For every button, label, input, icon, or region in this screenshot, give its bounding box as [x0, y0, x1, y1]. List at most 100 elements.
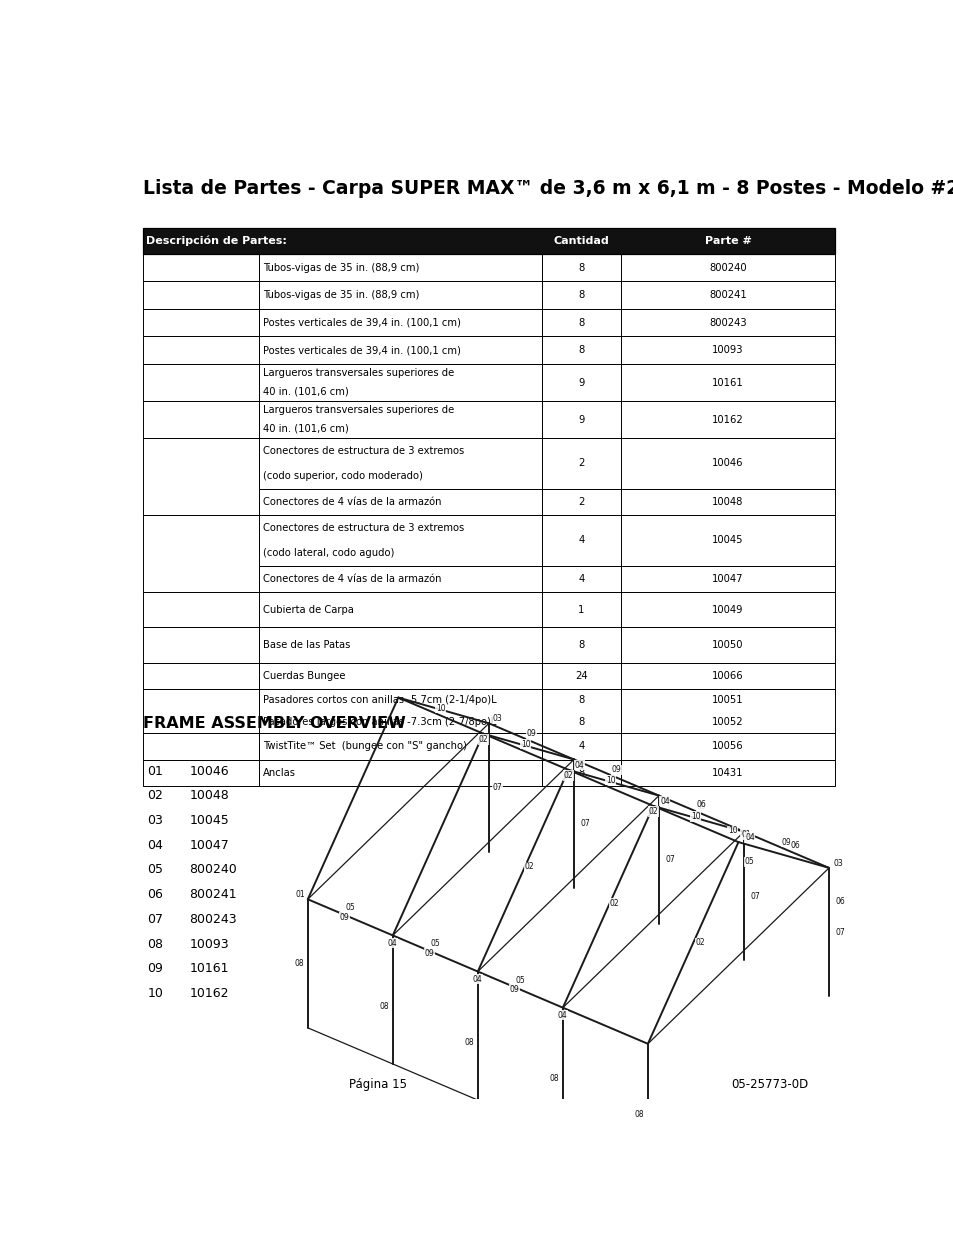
Text: Cantidad: Cantidad	[553, 236, 609, 246]
Text: 07: 07	[664, 856, 674, 864]
Text: 04: 04	[473, 974, 482, 983]
Bar	[143, 734, 259, 760]
Text: 10056: 10056	[712, 741, 743, 751]
Text: 40 in. (101,6 cm): 40 in. (101,6 cm)	[263, 387, 348, 396]
Text: 01: 01	[147, 764, 163, 778]
Text: 08: 08	[147, 937, 163, 951]
Bar	[143, 364, 259, 401]
Text: 10047: 10047	[712, 574, 743, 584]
Bar	[259, 282, 541, 309]
Bar	[541, 401, 620, 438]
Text: 10048: 10048	[190, 789, 229, 803]
Text: 09: 09	[781, 837, 791, 847]
Text: 10051: 10051	[712, 695, 743, 705]
Text: 24: 24	[575, 671, 587, 680]
Bar	[259, 336, 541, 364]
Bar	[620, 627, 834, 663]
Text: Descripción de Partes:: Descripción de Partes:	[146, 236, 287, 246]
Text: 10045: 10045	[190, 814, 229, 827]
Text: Tubos-vigas de 35 in. (88,9 cm): Tubos-vigas de 35 in. (88,9 cm)	[263, 290, 418, 300]
Bar	[259, 593, 541, 627]
Bar	[620, 364, 834, 401]
Text: 10048: 10048	[712, 496, 743, 506]
Text: 08: 08	[378, 1002, 388, 1010]
Bar	[541, 489, 620, 515]
Text: Anclas: Anclas	[263, 768, 295, 778]
Text: 10162: 10162	[711, 415, 743, 425]
Text: 02: 02	[609, 899, 618, 908]
Text: (codo superior, codo moderado): (codo superior, codo moderado)	[263, 471, 422, 482]
Bar	[541, 309, 620, 336]
Text: Lista de Partes - Carpa SUPER MAX™ de 3,6 m x 6,1 m - 8 Postes - Modelo #25773: Lista de Partes - Carpa SUPER MAX™ de 3,…	[143, 179, 953, 198]
Text: 02: 02	[563, 771, 573, 781]
Bar	[541, 663, 620, 689]
Bar	[620, 760, 834, 787]
Text: 8: 8	[578, 263, 584, 273]
Text: 09: 09	[147, 962, 163, 976]
Text: 03: 03	[493, 714, 502, 722]
Text: 07: 07	[493, 783, 502, 792]
Text: 09: 09	[509, 986, 518, 994]
Text: 10161: 10161	[711, 378, 743, 388]
Text: 4: 4	[578, 741, 584, 751]
Text: 800241: 800241	[708, 290, 746, 300]
Text: 05-25773-0D: 05-25773-0D	[731, 1078, 807, 1092]
Text: 08: 08	[549, 1074, 558, 1083]
Bar	[620, 689, 834, 734]
Bar	[541, 689, 620, 734]
Text: 10093: 10093	[712, 346, 743, 356]
Text: Cubierta de Carpa: Cubierta de Carpa	[263, 605, 354, 615]
Text: Cuerdas Bungee: Cuerdas Bungee	[263, 671, 345, 680]
Bar	[143, 401, 259, 438]
Text: 10045: 10045	[712, 536, 743, 546]
Bar	[541, 734, 620, 760]
Text: 04: 04	[659, 797, 669, 805]
Text: 1: 1	[578, 605, 584, 615]
Bar	[541, 253, 620, 282]
Bar	[620, 336, 834, 364]
Bar	[259, 253, 541, 282]
Text: 08: 08	[634, 1110, 643, 1119]
Text: 10052: 10052	[712, 718, 743, 727]
Text: 04: 04	[575, 761, 584, 769]
Text: Largueros transversales superiores de: Largueros transversales superiores de	[263, 368, 454, 378]
Text: Pasadores cortos con anillas -5.7cm (2-1/4po)L: Pasadores cortos con anillas -5.7cm (2-1…	[263, 695, 496, 705]
Text: 9: 9	[578, 415, 584, 425]
Text: 08: 08	[464, 1037, 474, 1047]
Text: 04: 04	[744, 832, 754, 842]
Text: Conectores de 4 vías de la armazón: Conectores de 4 vías de la armazón	[263, 496, 441, 506]
Bar	[143, 593, 259, 627]
Bar	[143, 515, 259, 593]
Text: 06: 06	[790, 841, 800, 850]
Bar	[620, 489, 834, 515]
Text: 10066: 10066	[712, 671, 743, 680]
Bar	[541, 515, 620, 566]
Text: 10162: 10162	[190, 987, 229, 1000]
Bar	[259, 663, 541, 689]
Bar	[620, 734, 834, 760]
Text: 10046: 10046	[712, 458, 743, 468]
Bar	[259, 566, 541, 593]
Text: 4: 4	[578, 574, 584, 584]
Text: 4: 4	[578, 536, 584, 546]
Bar	[143, 282, 259, 309]
Text: 03: 03	[832, 858, 841, 868]
Text: FRAME ASSEMBLY OVERVIEW: FRAME ASSEMBLY OVERVIEW	[143, 716, 405, 731]
Text: 800240: 800240	[708, 263, 746, 273]
Text: 10: 10	[605, 776, 615, 784]
Text: 05: 05	[147, 863, 163, 877]
Bar	[143, 627, 259, 663]
Bar	[541, 364, 620, 401]
Text: 8: 8	[578, 290, 584, 300]
Bar	[259, 734, 541, 760]
Text: 2: 2	[578, 458, 584, 468]
Bar	[259, 438, 541, 489]
Text: 04: 04	[147, 839, 163, 852]
Bar	[620, 253, 834, 282]
Text: Postes verticales de 39,4 in. (100,1 cm): Postes verticales de 39,4 in. (100,1 cm)	[263, 317, 460, 327]
Text: 8: 8	[578, 640, 584, 650]
Text: 05: 05	[430, 940, 439, 948]
Text: 02: 02	[478, 735, 488, 743]
Text: 9: 9	[578, 378, 584, 388]
Text: 05: 05	[744, 857, 754, 867]
